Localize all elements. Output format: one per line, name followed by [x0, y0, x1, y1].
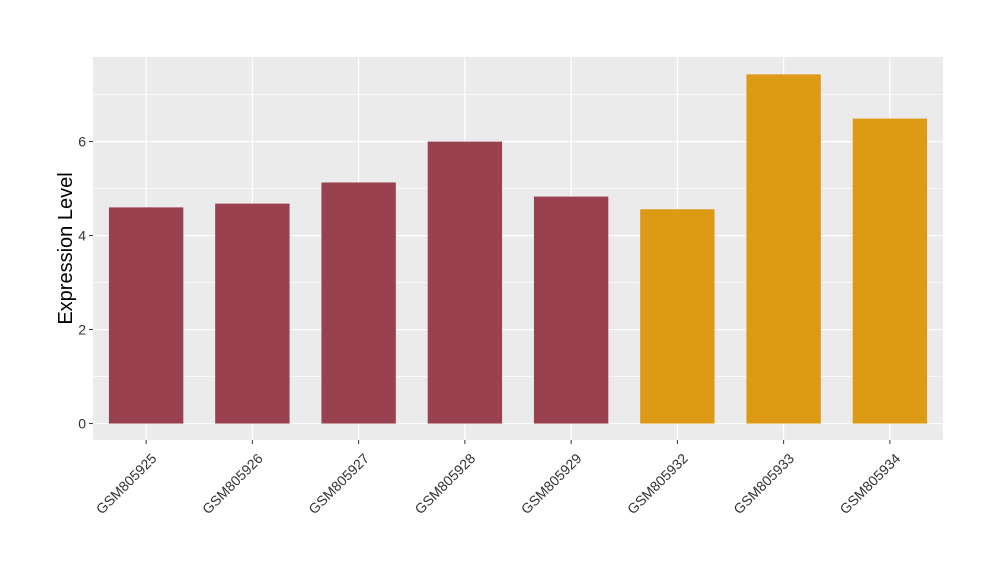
x-tick-label: GSM805929 — [518, 450, 585, 517]
bar-GSM805933 — [746, 74, 821, 424]
x-tick-label: GSM805926 — [199, 450, 266, 517]
bar-GSM805934 — [852, 118, 928, 424]
bar-GSM805928 — [427, 141, 503, 424]
bar-GSM805925 — [108, 207, 184, 424]
y-axis-title: Expression Level — [55, 172, 77, 324]
x-tick-label: GSM805933 — [730, 450, 797, 517]
x-tick-label: GSM805928 — [411, 450, 478, 517]
bar-GSM805932 — [640, 209, 715, 424]
x-tick-label: GSM805925 — [93, 450, 160, 517]
x-tick-label: GSM805927 — [305, 450, 372, 517]
bar-GSM805929 — [533, 196, 609, 424]
y-axis: 0 2 4 6 — [78, 134, 93, 432]
bar-GSM805927 — [321, 182, 396, 424]
x-tick-label: GSM805932 — [624, 450, 691, 517]
y-tick-label: 2 — [78, 322, 86, 338]
y-tick-label: 4 — [78, 228, 86, 244]
y-tick-label: 6 — [78, 134, 86, 150]
bars — [108, 74, 928, 424]
bar-GSM805926 — [215, 203, 290, 424]
x-axis: GSM805925 GSM805926 GSM805927 GSM805928 GSM8… — [93, 440, 904, 517]
y-tick-label: 0 — [78, 416, 86, 432]
x-tick-label: GSM805934 — [836, 450, 903, 517]
